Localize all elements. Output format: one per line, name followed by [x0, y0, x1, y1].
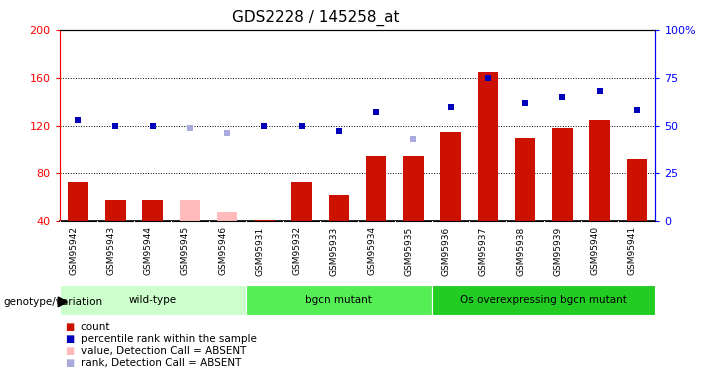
Bar [246, 285, 432, 315]
Text: rank, Detection Call = ABSENT: rank, Detection Call = ABSENT [81, 358, 241, 368]
Text: value, Detection Call = ABSENT: value, Detection Call = ABSENT [81, 346, 246, 356]
Text: GSM95935: GSM95935 [404, 226, 414, 276]
Text: Os overexpressing bgcn mutant: Os overexpressing bgcn mutant [461, 295, 627, 305]
Text: genotype/variation: genotype/variation [4, 297, 102, 307]
Bar [217, 211, 238, 221]
Bar [477, 72, 498, 221]
Text: GSM95944: GSM95944 [144, 226, 153, 275]
Text: GSM95943: GSM95943 [107, 226, 116, 276]
Polygon shape [58, 297, 67, 307]
Text: GSM95938: GSM95938 [516, 226, 525, 276]
Text: GSM95936: GSM95936 [442, 226, 451, 276]
Text: GSM95934: GSM95934 [367, 226, 376, 276]
Text: ■: ■ [65, 346, 75, 356]
Text: GSM95931: GSM95931 [255, 226, 264, 276]
Text: GSM95932: GSM95932 [292, 226, 301, 276]
Text: GSM95946: GSM95946 [218, 226, 227, 276]
Text: GDS2228 / 145258_at: GDS2228 / 145258_at [232, 9, 399, 26]
Bar [60, 285, 246, 315]
Text: GSM95937: GSM95937 [479, 226, 488, 276]
Text: wild-type: wild-type [128, 295, 177, 305]
Text: GSM95945: GSM95945 [181, 226, 190, 276]
Bar [515, 138, 536, 221]
Bar [329, 195, 349, 221]
Bar [590, 120, 610, 221]
Bar [432, 285, 655, 315]
Bar [440, 132, 461, 221]
Bar [292, 182, 312, 221]
Text: GSM95939: GSM95939 [553, 226, 562, 276]
Bar [142, 200, 163, 221]
Bar [366, 156, 386, 221]
Text: count: count [81, 322, 110, 332]
Text: GSM95942: GSM95942 [69, 226, 79, 275]
Text: ■: ■ [65, 334, 75, 344]
Text: ■: ■ [65, 322, 75, 332]
Bar [403, 156, 423, 221]
Text: ■: ■ [65, 358, 75, 368]
Bar [105, 200, 125, 221]
Text: GSM95933: GSM95933 [330, 226, 339, 276]
Bar [68, 182, 88, 221]
Bar [179, 200, 200, 221]
Bar [552, 128, 573, 221]
Bar [254, 220, 275, 221]
Bar [627, 159, 647, 221]
Text: percentile rank within the sample: percentile rank within the sample [81, 334, 257, 344]
Text: GSM95940: GSM95940 [590, 226, 599, 276]
Text: bgcn mutant: bgcn mutant [306, 295, 372, 305]
Text: GSM95941: GSM95941 [628, 226, 637, 276]
